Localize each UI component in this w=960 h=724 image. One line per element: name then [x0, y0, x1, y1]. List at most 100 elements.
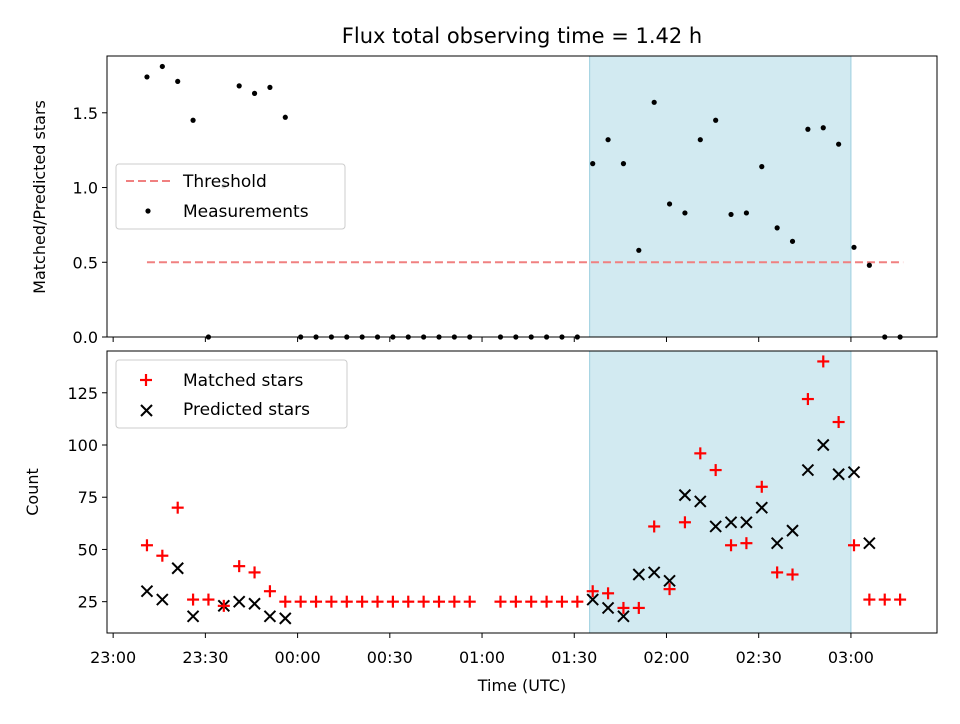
- top-y-axis-label: Matched/Predicted stars: [30, 100, 49, 294]
- bottom-legend-box: [115, 359, 348, 429]
- matched-star-point: [571, 595, 584, 608]
- matched-star-point: [340, 595, 353, 608]
- predicted-star-point: [601, 601, 615, 615]
- measurement-point: [175, 78, 181, 85]
- legend-matched-swatch: [140, 374, 152, 386]
- matched-star-point: [694, 447, 707, 460]
- measurement-point: [282, 114, 288, 120]
- legend-measurements-swatch: [145, 208, 151, 214]
- measurement-point: [713, 117, 719, 123]
- matched-star-point: [555, 595, 568, 608]
- measurement-point: [682, 210, 688, 216]
- matched-star-point: [217, 599, 230, 612]
- predicted-star-point: [709, 520, 722, 533]
- predicted-star-point: [263, 610, 277, 623]
- matched-star-point: [755, 480, 768, 493]
- x-axis-label: Time (UTC): [477, 676, 566, 695]
- x-tick-label: 03:00: [828, 648, 874, 667]
- matched-star-point: [617, 601, 630, 614]
- x-tick-label: 01:00: [459, 648, 505, 667]
- predicted-star-point: [232, 595, 246, 608]
- x-tick-label: 23:00: [90, 648, 136, 667]
- predicted-star-point: [770, 536, 784, 550]
- bottom-panel: 25 50 75 100 125 23:00 23:30 00:00 00:30 01:00 01:…: [23, 350, 938, 695]
- matched-star-point: [294, 595, 307, 608]
- top-y-tick-label: 0.5: [73, 253, 98, 272]
- matched-star-point: [263, 585, 276, 598]
- measurement-point: [190, 117, 196, 123]
- legend-predicted-swatch: [140, 404, 153, 417]
- predicted-star-point: [663, 574, 676, 587]
- x-tick-label: 02:00: [643, 648, 689, 667]
- matched-star-point: [771, 566, 784, 579]
- top-highlight-band: [589, 55, 852, 338]
- matched-star-point: [310, 595, 323, 608]
- matched-star-point: [878, 593, 891, 606]
- predicted-star-point: [586, 593, 599, 606]
- predicted-star-point: [647, 566, 661, 579]
- bottom-y-tick-label: 75: [78, 488, 98, 507]
- matched-star-point: [356, 595, 369, 608]
- matched-star-point: [279, 595, 292, 608]
- matched-star-point: [140, 539, 153, 552]
- matched-star-point: [402, 595, 415, 608]
- measurement-point: [697, 137, 703, 143]
- predicted-star-point: [248, 597, 261, 610]
- matched-star-point: [817, 355, 830, 368]
- bottom-y-tick-label: 50: [78, 540, 98, 559]
- measurement-point: [728, 211, 734, 218]
- matched-star-point: [202, 593, 215, 606]
- predicted-star-point: [832, 468, 845, 481]
- measurement-point: [236, 83, 242, 89]
- matched-star-point: [448, 595, 461, 608]
- measurement-point: [651, 99, 657, 105]
- matched-star-point: [863, 593, 876, 606]
- matched-star-point: [709, 464, 722, 477]
- matched-star-point: [386, 595, 399, 608]
- predicted-star-point: [786, 524, 799, 537]
- predicted-star-point: [740, 516, 753, 529]
- measurement-point: [620, 161, 627, 167]
- bottom-legend: Matched stars Predicted stars: [115, 359, 348, 429]
- x-tick-label: 00:30: [367, 648, 413, 667]
- matched-star-point: [740, 537, 753, 550]
- measurement-point: [159, 63, 165, 70]
- predicted-star-point: [632, 568, 646, 581]
- x-tick-label: 01:30: [551, 648, 597, 667]
- matched-star-point: [586, 585, 599, 598]
- top-legend: Threshold Measurements: [115, 163, 346, 230]
- measurement-point: [805, 126, 811, 132]
- measurement-point: [590, 161, 596, 167]
- bottom-y-tick-label: 100: [67, 436, 98, 455]
- x-tick-label: 00:00: [275, 648, 321, 667]
- measurement-point: [851, 244, 857, 250]
- predicted-star-point: [724, 516, 738, 529]
- legend-matched-label: Matched stars: [183, 371, 303, 391]
- matched-star-point: [678, 516, 691, 529]
- measurement-point: [251, 90, 258, 96]
- matched-star-point: [801, 393, 814, 406]
- legend-threshold-label: Threshold: [182, 172, 267, 192]
- predicted-star-point: [863, 536, 876, 550]
- measurement-point: [666, 201, 673, 207]
- predicted-star-point: [140, 585, 154, 598]
- matched-star-point: [371, 595, 384, 608]
- matched-star-point: [725, 539, 738, 552]
- matched-star-point: [233, 560, 246, 573]
- top-legend-box: [115, 163, 346, 230]
- matched-star-point: [463, 595, 476, 608]
- predicted-star-point: [678, 488, 692, 502]
- bottom-y-tick-label: 25: [78, 593, 98, 612]
- chart-title: Flux total observing time = 1.42 h: [342, 24, 702, 48]
- matched-star-point: [786, 568, 799, 581]
- matched-star-point: [525, 595, 538, 608]
- matched-star-point: [417, 595, 430, 608]
- matched-star-point: [648, 520, 661, 533]
- measurement-point: [743, 210, 750, 216]
- top-y-tick-label: 1.0: [73, 179, 98, 198]
- measurement-point: [636, 247, 642, 253]
- matched-star-point: [663, 583, 676, 596]
- measurement-point: [774, 225, 780, 231]
- top-axes-frame: [106, 55, 938, 338]
- measurement-point: [836, 141, 842, 147]
